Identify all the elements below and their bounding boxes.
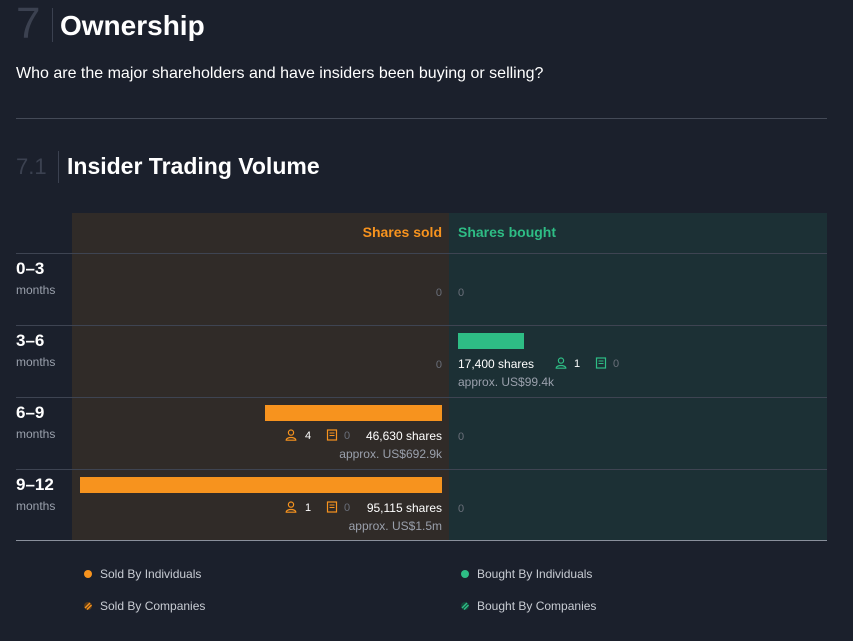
sold-bar: [264, 405, 442, 421]
legend-label: Bought By Companies: [477, 599, 597, 613]
subsection-divider: [58, 151, 59, 183]
bought-bar: [458, 333, 525, 349]
company-icon: [595, 357, 607, 369]
companies-count: 0: [613, 358, 620, 370]
individuals-count: 4: [305, 430, 312, 442]
company-icon: [326, 429, 338, 441]
sold-approx-value: approx. US$1.5m: [348, 519, 442, 533]
section-separator: [16, 118, 827, 119]
companies-count: 0: [344, 430, 351, 442]
section-number: 7: [16, 0, 41, 48]
row-divider: [16, 397, 827, 398]
subsection-number: 7.1: [16, 154, 47, 179]
period-label: 0–3: [16, 259, 45, 278]
section-question: Who are the major shareholders and have …: [16, 65, 544, 82]
sold-zero-value: 0: [435, 359, 442, 371]
shares-bought-panel: [449, 213, 827, 540]
period-unit: months: [16, 283, 56, 297]
individuals-count: 1: [305, 502, 312, 514]
individual-icon: [285, 501, 297, 513]
individual-icon: [285, 429, 297, 441]
individual-icon: [555, 357, 567, 369]
period-unit: months: [16, 499, 56, 513]
bought-approx-value: approx. US$99.4k: [458, 375, 555, 389]
section-title: Ownership: [60, 10, 205, 41]
chart-bottom-line: [16, 540, 827, 541]
period-unit: months: [16, 427, 56, 441]
legend-label: Sold By Individuals: [100, 567, 202, 581]
section-divider: [52, 8, 53, 42]
period-label: 6–9: [16, 403, 45, 422]
hatched-legend-icon: [84, 602, 92, 610]
bought-shares-count: 17,400 shares: [458, 357, 535, 371]
hatched-legend-icon: [461, 602, 469, 610]
row-divider: [16, 325, 827, 326]
sold-shares-count: 95,115 shares: [366, 501, 442, 515]
bought-zero-value: 0: [458, 287, 465, 299]
shares-bought-header: Shares bought: [458, 224, 557, 240]
period-label: 9–12: [16, 475, 54, 494]
bought-zero-value: 0: [458, 431, 465, 443]
period-unit: months: [16, 355, 56, 369]
legend-dot: [461, 570, 469, 578]
row-divider: [16, 253, 827, 254]
sold-shares-count: 46,630 shares: [365, 429, 442, 443]
shares-sold-header: Shares sold: [362, 224, 442, 240]
sold-approx-value: approx. US$692.9k: [339, 447, 442, 461]
individuals-count: 1: [574, 358, 581, 370]
row-divider: [16, 469, 827, 470]
sold-zero-value: 0: [435, 287, 442, 299]
companies-count: 0: [344, 502, 351, 514]
company-icon: [326, 501, 338, 513]
bought-zero-value: 0: [458, 503, 465, 515]
legend-label: Sold By Companies: [100, 599, 206, 613]
subsection-title: Insider Trading Volume: [67, 153, 320, 179]
period-label: 3–6: [16, 331, 45, 350]
legend-label: Bought By Individuals: [477, 567, 593, 581]
legend-dot: [84, 570, 92, 578]
sold-bar: [80, 477, 442, 493]
